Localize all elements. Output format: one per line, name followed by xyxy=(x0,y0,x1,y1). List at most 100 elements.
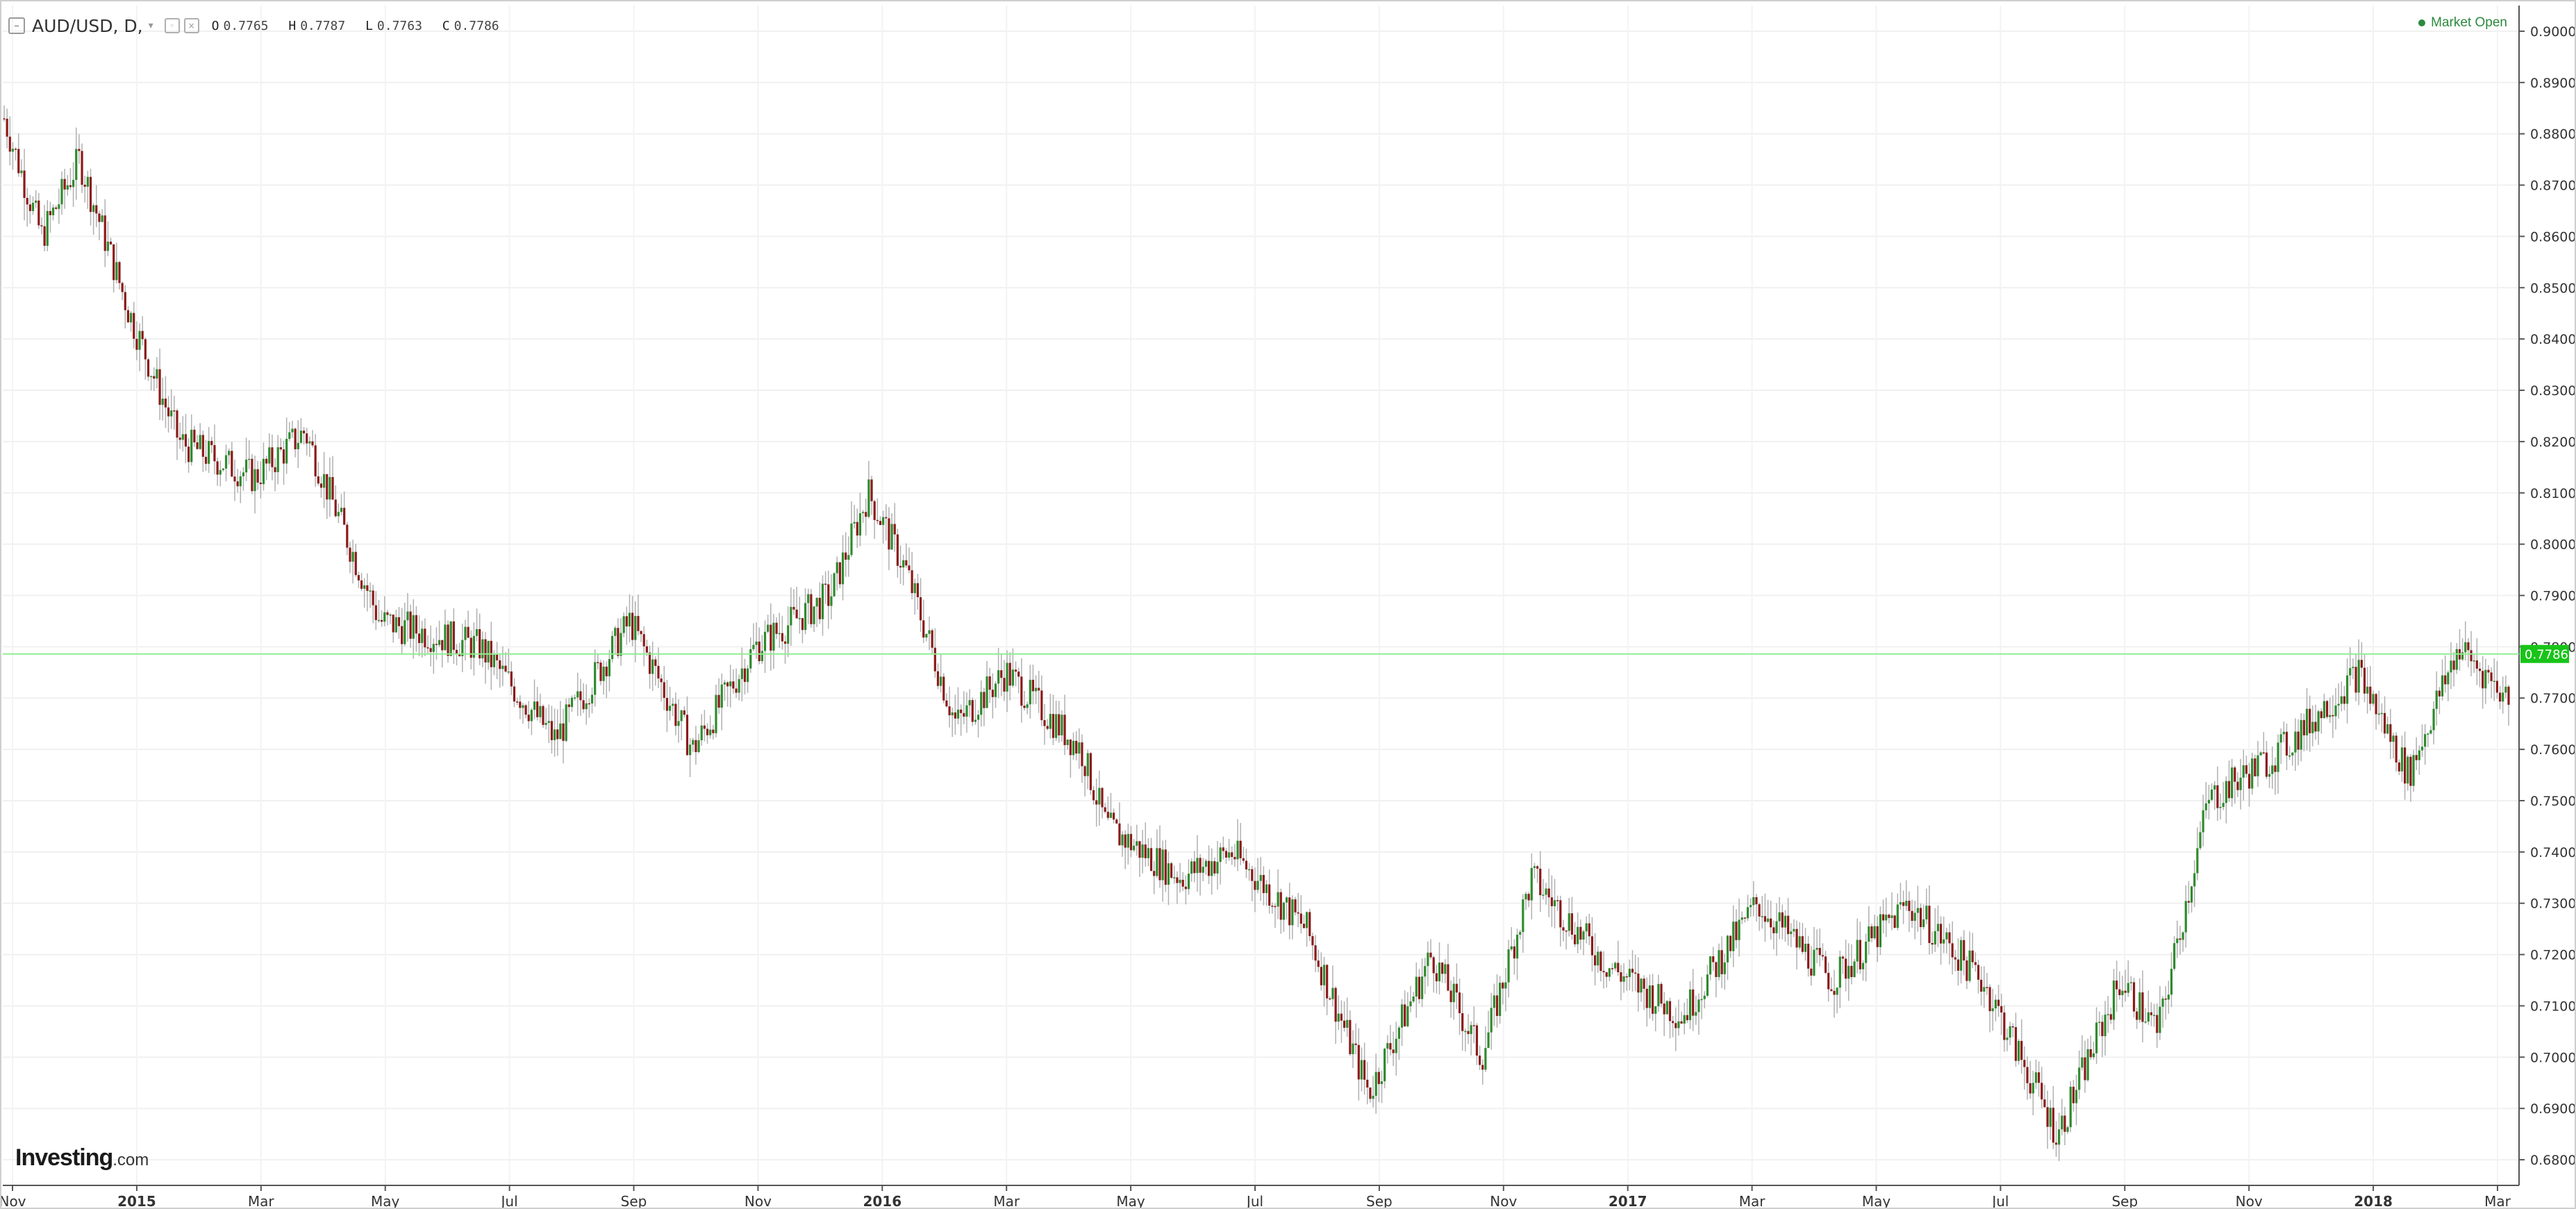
candle-body xyxy=(908,565,911,571)
candle-body xyxy=(559,723,562,740)
candle-body xyxy=(1847,965,1850,979)
candle-body xyxy=(1936,924,1939,931)
candle-body xyxy=(1314,945,1317,961)
candle-body xyxy=(1374,1072,1377,1097)
candle-body xyxy=(1770,918,1772,928)
candle-body xyxy=(1233,857,1236,860)
y-tick-label: 0.7900 xyxy=(2530,589,2576,604)
candle-body xyxy=(645,646,648,653)
candle-body xyxy=(208,440,210,464)
candle-body xyxy=(2063,1115,2066,1132)
candle-body xyxy=(2222,803,2225,808)
candle-body xyxy=(873,501,876,520)
y-tick-label: 0.8800 xyxy=(2530,127,2576,142)
close-icon[interactable]: × xyxy=(183,18,199,33)
candle-body xyxy=(1715,962,1718,977)
candle-body xyxy=(173,410,176,412)
collapse-toggle-icon[interactable]: – xyxy=(8,17,25,34)
candle-body xyxy=(1850,965,1853,978)
candle-body xyxy=(602,666,605,681)
candle-body xyxy=(1034,687,1038,692)
candle-body xyxy=(1029,679,1031,705)
candle-body xyxy=(2349,668,2352,676)
candle-body xyxy=(89,176,92,212)
candle-body xyxy=(556,729,559,740)
candle-body xyxy=(709,729,712,735)
candle-body xyxy=(1579,926,1582,940)
candle-body xyxy=(787,625,790,644)
candle-body xyxy=(1994,999,1997,1009)
candle-body xyxy=(1545,888,1547,895)
candle-body xyxy=(417,633,421,644)
candle-body xyxy=(1775,921,1778,933)
candle-body xyxy=(109,241,113,244)
candle-body xyxy=(2475,660,2478,669)
candle-body xyxy=(1902,902,1905,906)
candle-body xyxy=(965,705,968,717)
candle-body xyxy=(931,630,933,648)
candle-body xyxy=(2268,774,2271,777)
candle-body xyxy=(1657,983,1660,1007)
candle-body xyxy=(1943,939,1945,944)
candle-body xyxy=(524,705,527,715)
candle-body xyxy=(323,474,326,488)
candle-body xyxy=(1424,966,1427,977)
candle-body xyxy=(2147,1012,2150,1022)
candle-body xyxy=(2179,938,2182,940)
candle-body xyxy=(1337,1013,1340,1022)
candle-body xyxy=(1109,812,1113,818)
candle-body xyxy=(2075,1090,2078,1103)
y-tick-label: 0.6800 xyxy=(2530,1153,2576,1168)
candle-body xyxy=(2031,1083,2034,1094)
y-tick-label: 0.7600 xyxy=(2530,742,2576,758)
candle-body xyxy=(2495,681,2499,693)
candle-body xyxy=(1870,926,1873,939)
candle-body xyxy=(167,407,170,417)
candle-body xyxy=(1211,861,1213,876)
candle-body xyxy=(983,692,986,708)
settings-icon[interactable]: ◦ xyxy=(164,18,180,33)
symbol-label[interactable]: AUD/USD, D, xyxy=(32,15,143,36)
candle-body xyxy=(492,654,496,667)
candle-body xyxy=(922,620,925,638)
candle-body xyxy=(865,512,867,517)
candle-body xyxy=(648,652,651,674)
candle-body xyxy=(95,205,98,214)
candle-body xyxy=(2121,990,2124,996)
candle-body xyxy=(723,682,726,685)
candle-body xyxy=(1363,1060,1366,1080)
candle-body xyxy=(2170,969,2173,995)
candle-body xyxy=(1905,901,1908,906)
candle-body xyxy=(495,654,499,660)
candle-body xyxy=(1040,690,1043,721)
candle-body xyxy=(115,262,118,281)
candle-body xyxy=(1931,943,1934,945)
candle-body xyxy=(1827,972,1830,990)
candle-body xyxy=(1539,868,1542,896)
candle-body xyxy=(1793,928,1795,932)
candle-body xyxy=(1231,852,1233,858)
candle-body xyxy=(720,684,723,708)
candle-body xyxy=(642,634,645,647)
candle-body xyxy=(622,616,625,633)
candle-body xyxy=(1452,983,1455,1003)
candle-body xyxy=(2395,735,2398,762)
candle-body xyxy=(262,458,265,485)
candle-body xyxy=(838,562,841,585)
candle-body xyxy=(1478,1056,1481,1065)
candle-body xyxy=(2484,669,2487,689)
candle-body xyxy=(574,697,576,699)
chevron-down-icon[interactable]: ▾ xyxy=(148,20,153,31)
candle-body xyxy=(1306,912,1308,928)
candle-body xyxy=(2046,1107,2049,1127)
candle-body xyxy=(2112,981,2116,1020)
candle-body xyxy=(565,704,567,741)
candle-body xyxy=(2242,765,2245,778)
candle-body xyxy=(1409,1001,1412,1007)
candle-body xyxy=(605,666,608,676)
candle-body xyxy=(1856,940,1859,962)
x-tick-label: Sep xyxy=(1366,1193,1393,1209)
candle-body xyxy=(1582,931,1585,940)
